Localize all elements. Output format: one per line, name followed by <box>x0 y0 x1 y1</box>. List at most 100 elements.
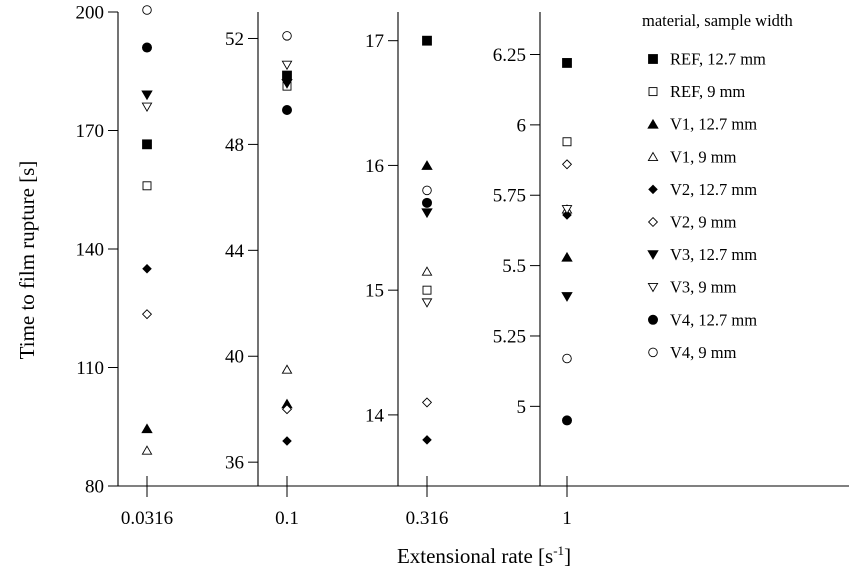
y-tick-label: 6.25 <box>493 45 526 66</box>
x-tick-label: 0.1 <box>275 508 299 529</box>
legend-title: material, sample width <box>642 11 793 30</box>
y-tick-label: 17 <box>365 31 384 52</box>
y-tick-label: 5.25 <box>493 326 526 347</box>
data-point-v1-9-mm <box>141 445 153 455</box>
data-point-ref-9-mm <box>422 285 432 295</box>
legend-label: REF, 12.7 mm <box>670 50 766 69</box>
y-tick-label: 140 <box>76 240 105 261</box>
data-point-v2-12-7-mm <box>422 435 432 445</box>
x-tick-label: 1 <box>562 508 572 529</box>
data-point-ref-12-7-mm <box>282 70 292 81</box>
legend-label: V1, 9 mm <box>670 147 737 166</box>
y-tick-label: 40 <box>225 347 244 368</box>
y-tick-label: 200 <box>76 3 105 24</box>
y-tick-label: 110 <box>76 358 104 379</box>
legend-marker <box>647 283 659 293</box>
panel-4: 5 5.25 5.5 5.75 6 6.25 1 <box>493 12 573 529</box>
y-axis-title: Time to film rupture [s] <box>15 161 39 360</box>
data-point-v1-12-7-mm <box>421 160 433 170</box>
x-axis-title: Extensional rate [s-1] <box>397 543 571 568</box>
legend-marker <box>647 216 659 228</box>
data-point-ref-12-7-mm <box>562 58 572 68</box>
legend-item-v4-12-7-mm: V4, 12.7 mm <box>648 310 757 329</box>
y-tick-label: 5 <box>517 397 527 418</box>
data-point-v4-9-mm <box>422 185 432 196</box>
legend-label: V4, 12.7 mm <box>670 310 757 329</box>
legend-label: V3, 9 mm <box>670 278 737 297</box>
x-axis-title-main: Extensional rate [s <box>397 544 553 568</box>
y-tick-label: 5.75 <box>493 186 526 207</box>
legend-item-v4-9-mm: V4, 9 mm <box>648 343 737 362</box>
data-point-v3-9-mm <box>561 205 573 215</box>
data-point-v4-12-7-mm <box>141 42 152 53</box>
legend-marker <box>647 250 659 260</box>
data-point-v1-9-mm <box>421 266 433 276</box>
data-point-v4-12-7-mm <box>562 415 573 426</box>
data-point-v3-12-7-mm <box>141 90 153 101</box>
data-point-v3-12-7-mm <box>421 208 433 219</box>
y-tick-label: 52 <box>225 29 244 50</box>
x-tick-label: 0.316 <box>406 508 449 529</box>
data-point-v1-12-7-mm <box>141 423 153 434</box>
y-tick-label: 15 <box>365 281 384 302</box>
panel-3: 14 15 16 17 0.316 <box>365 12 448 529</box>
data-point-v4-9-mm <box>142 5 152 15</box>
legend-item-v1-12-7-mm: V1, 12.7 mm <box>647 115 757 134</box>
panel-2: 36 40 44 48 52 0.1 <box>225 12 299 529</box>
legend-marker <box>648 347 658 358</box>
legend-label: V2, 12.7 mm <box>670 180 757 199</box>
data-point-v3-9-mm <box>281 60 293 71</box>
panel-1: 80 110 140 170 200 0.0316 <box>76 3 174 530</box>
data-point-v1-9-mm <box>281 364 293 374</box>
y-tick-label: 36 <box>225 453 244 474</box>
legend-marker <box>647 118 659 129</box>
data-point-ref-9-mm <box>142 181 152 191</box>
legend-marker <box>648 314 659 325</box>
legend-item-ref-9-mm: REF, 9 mm <box>648 82 745 101</box>
plot-area: 801101401702000.031636404448520.11415161… <box>76 3 849 530</box>
legend-marker <box>648 54 658 64</box>
data-point-v2-12-7-mm <box>282 436 292 446</box>
data-point-ref-9-mm <box>562 137 572 147</box>
x-tick-label: 0.0316 <box>121 508 173 529</box>
data-point-v2-9-mm <box>141 309 153 320</box>
legend-marker <box>648 184 658 195</box>
y-tick-label: 6 <box>517 115 527 136</box>
data-point-v2-9-mm <box>421 397 433 408</box>
data-point-v4-9-mm <box>282 31 292 41</box>
y-tick-label: 16 <box>365 156 384 177</box>
y-tick-label: 48 <box>225 135 244 156</box>
legend-label: REF, 9 mm <box>670 82 745 101</box>
data-point-ref-12-7-mm <box>142 139 152 150</box>
legend-label: V2, 9 mm <box>670 213 737 232</box>
x-axis-title-superscript: -1 <box>553 543 564 558</box>
legend-marker <box>647 151 659 162</box>
legend-item-v2-12-7-mm: V2, 12.7 mm <box>648 180 757 199</box>
legend-item-v3-12-7-mm: V3, 12.7 mm <box>647 245 757 264</box>
legend-item-v1-9-mm: V1, 9 mm <box>647 147 737 166</box>
y-tick-label: 80 <box>85 477 104 498</box>
y-tick-label: 14 <box>365 405 385 426</box>
legend-item-ref-12-7-mm: REF, 12.7 mm <box>648 50 766 69</box>
data-point-v4-9-mm <box>562 353 572 364</box>
y-tick-label: 170 <box>76 121 105 142</box>
legend-label: V1, 12.7 mm <box>670 115 757 134</box>
legend-label: V3, 12.7 mm <box>670 245 757 264</box>
legend-marker <box>648 87 658 97</box>
data-point-v2-9-mm <box>561 159 573 170</box>
data-point-v4-12-7-mm <box>421 197 432 208</box>
legend: material, sample width REF, 12.7 mm REF, … <box>642 11 793 362</box>
data-point-v3-12-7-mm <box>561 292 573 302</box>
x-axis-title-end: ] <box>564 544 571 568</box>
data-point-v3-9-mm <box>421 298 433 308</box>
data-point-ref-12-7-mm <box>422 35 432 46</box>
data-point-v3-12-7-mm <box>281 79 293 89</box>
legend-item-v2-9-mm: V2, 9 mm <box>647 213 737 232</box>
data-point-v4-12-7-mm <box>281 104 292 115</box>
data-point-v1-12-7-mm <box>561 251 573 262</box>
data-point-v3-9-mm <box>141 102 153 112</box>
data-point-v2-12-7-mm <box>562 210 572 220</box>
legend-item-v3-9-mm: V3, 9 mm <box>647 278 737 297</box>
legend-label: V4, 9 mm <box>670 343 737 362</box>
